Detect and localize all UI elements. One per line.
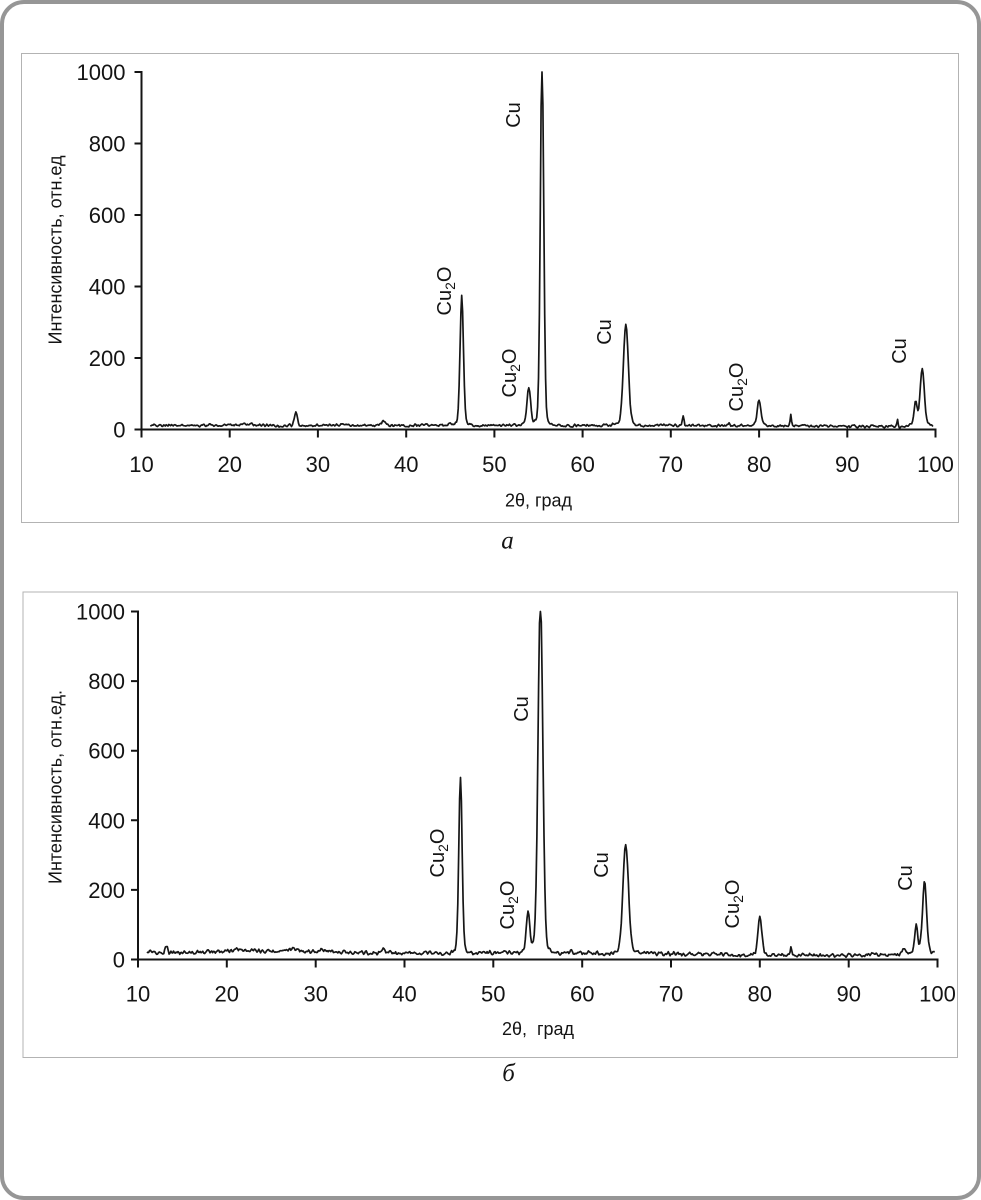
svg-text:1000: 1000 bbox=[77, 60, 126, 85]
svg-text:70: 70 bbox=[659, 982, 683, 1007]
svg-text:90: 90 bbox=[835, 452, 859, 477]
svg-text:60: 60 bbox=[570, 982, 594, 1007]
svg-text:0: 0 bbox=[113, 948, 125, 973]
svg-text:200: 200 bbox=[89, 346, 126, 371]
svg-text:б: б bbox=[502, 1060, 516, 1083]
svg-text:Интенсивность, отн.ед.: Интенсивность, отн.ед. bbox=[46, 690, 66, 884]
svg-text:30: 30 bbox=[303, 982, 327, 1007]
svg-text:20: 20 bbox=[217, 452, 241, 477]
svg-text:100: 100 bbox=[917, 452, 954, 477]
svg-text:600: 600 bbox=[89, 203, 126, 228]
svg-text:40: 40 bbox=[394, 452, 418, 477]
svg-text:400: 400 bbox=[88, 808, 125, 833]
svg-text:30: 30 bbox=[306, 452, 330, 477]
svg-text:Cu2O: Cu2O bbox=[427, 829, 451, 878]
svg-text:Cu2O: Cu2O bbox=[722, 880, 746, 929]
svg-text:40: 40 bbox=[392, 982, 416, 1007]
svg-text:100: 100 bbox=[919, 982, 956, 1007]
svg-text:Интенсивность, отн.ед: Интенсивность, отн.ед bbox=[46, 155, 66, 344]
svg-text:Cu2O: Cu2O bbox=[497, 881, 521, 930]
svg-text:80: 80 bbox=[747, 452, 771, 477]
svg-text:20: 20 bbox=[215, 982, 239, 1007]
svg-text:Cu: Cu bbox=[503, 102, 525, 128]
svg-text:1000: 1000 bbox=[76, 600, 125, 625]
svg-text:50: 50 bbox=[481, 982, 505, 1007]
svg-text:10: 10 bbox=[126, 982, 150, 1007]
svg-text:2θ, град: 2θ, град bbox=[505, 491, 573, 511]
svg-text:a: a bbox=[501, 528, 514, 555]
svg-text:60: 60 bbox=[570, 452, 594, 477]
svg-text:90: 90 bbox=[836, 982, 860, 1007]
svg-text:Cu: Cu bbox=[591, 852, 613, 878]
svg-text:70: 70 bbox=[659, 452, 683, 477]
svg-text:50: 50 bbox=[482, 452, 506, 477]
svg-text:Cu2O: Cu2O bbox=[726, 363, 750, 412]
svg-text:Cu: Cu bbox=[895, 865, 917, 891]
svg-text:Cu: Cu bbox=[889, 338, 911, 364]
svg-text:Cu: Cu bbox=[594, 319, 616, 345]
svg-text:800: 800 bbox=[89, 132, 126, 157]
svg-text:200: 200 bbox=[88, 878, 125, 903]
svg-text:Cu2O: Cu2O bbox=[434, 267, 458, 316]
svg-text:2θ, град: 2θ, град bbox=[502, 1019, 575, 1039]
svg-text:0: 0 bbox=[113, 418, 125, 443]
svg-text:800: 800 bbox=[88, 669, 125, 694]
svg-text:80: 80 bbox=[748, 982, 772, 1007]
svg-text:10: 10 bbox=[129, 452, 153, 477]
svg-text:Cu: Cu bbox=[511, 696, 533, 722]
svg-text:Cu2O: Cu2O bbox=[499, 349, 523, 398]
svg-text:600: 600 bbox=[88, 739, 125, 764]
svg-text:400: 400 bbox=[89, 275, 126, 300]
